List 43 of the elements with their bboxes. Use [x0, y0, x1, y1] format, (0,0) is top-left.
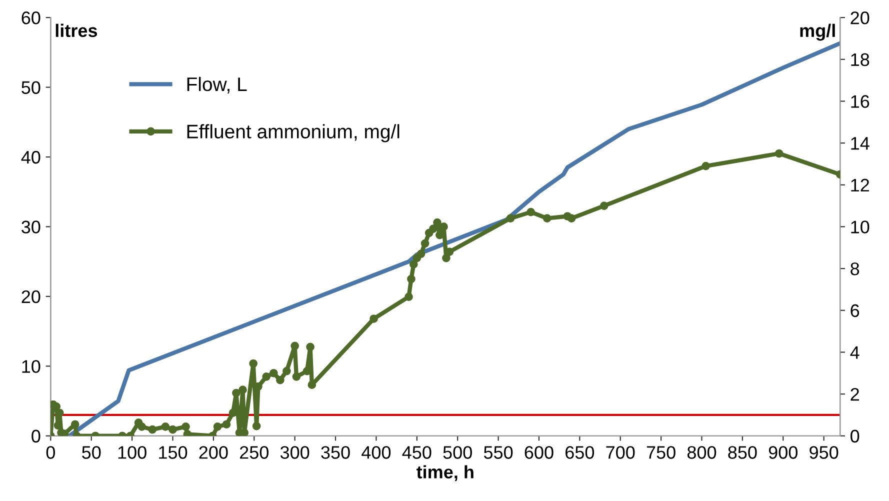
x-axis-title: time, h: [416, 465, 474, 482]
x-tick-label: 250: [240, 446, 268, 459]
y2-axis-title: mg/l: [800, 24, 835, 41]
x-tick-label: 900: [768, 446, 798, 459]
x-tick-label: 350: [321, 446, 350, 459]
x-tick-label: 700: [606, 446, 635, 459]
x-tick-label: 50: [82, 446, 101, 459]
x-tick-label: 750: [646, 446, 676, 459]
y-tick-label: 30: [22, 220, 40, 234]
x-tick-label: 200: [199, 446, 228, 459]
x-tick-label: 100: [118, 446, 146, 459]
y-tick-label: 50: [22, 81, 40, 94]
y2-tick-label: 12: [851, 178, 870, 192]
y2-tick-label: 16: [851, 95, 870, 108]
y2-tick-label: 20: [850, 11, 870, 24]
legend-label: Effluent ammonium, mg/l: [187, 124, 400, 142]
y2-tick-label: 0: [850, 430, 860, 443]
y-tick-label: 0: [32, 430, 40, 443]
x-tick-label: 950: [810, 446, 838, 459]
x-tick-label: 150: [159, 446, 188, 459]
x-tick-label: 400: [362, 446, 391, 459]
y-tick-label: 60: [22, 11, 40, 24]
x-tick-label: 650: [566, 446, 594, 459]
y2-tick-label: 8: [850, 262, 860, 276]
y2-tick-label: 2: [850, 388, 859, 401]
x-tick-label: 850: [728, 446, 757, 459]
x-tick-label: 600: [524, 446, 554, 459]
x-tick-label: 300: [280, 446, 310, 459]
y2-tick-label: 14: [851, 137, 870, 150]
y-tick-label: 20: [22, 290, 40, 304]
y-axis-title: litres: [56, 24, 98, 38]
x-tick-label: 550: [484, 446, 513, 459]
y2-tick-label: 6: [850, 304, 860, 318]
legend-label: Flow, L: [187, 76, 247, 94]
x-tick-label: 500: [443, 446, 472, 459]
y2-tick-label: 18: [851, 53, 870, 66]
y2-tick-label: 10: [851, 220, 870, 234]
x-tick-label: 800: [687, 446, 716, 459]
y-tick-label: 10: [22, 360, 40, 373]
x-tick-label: 0: [46, 446, 55, 459]
x-tick-label: 450: [402, 446, 432, 459]
y2-tick-label: 4: [850, 346, 860, 359]
y-tick-label: 40: [21, 150, 40, 164]
